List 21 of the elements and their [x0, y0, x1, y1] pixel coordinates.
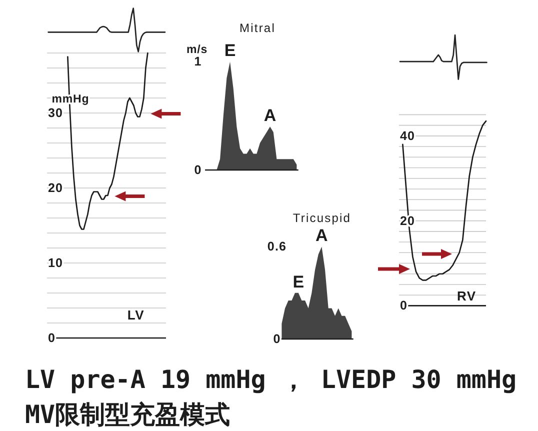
- y-tick-label: 40: [400, 128, 416, 143]
- y-tick-label: 0: [194, 163, 202, 177]
- y-tick-label: 1: [194, 54, 202, 69]
- chart-title: Mitral: [240, 21, 276, 35]
- y-tick-label: 0.6: [267, 240, 287, 254]
- annotation: A: [316, 226, 328, 246]
- y-tick-label: 10: [48, 256, 64, 270]
- text: LV pre-A 19 mmHg ， LVEDP 30 mmHg: [25, 365, 517, 394]
- y-tick-label: 0: [48, 331, 56, 345]
- y-axis-title: m/s: [186, 44, 208, 56]
- annotation: E: [224, 41, 236, 60]
- annotation: E: [292, 272, 304, 292]
- y-tick-label: 0: [400, 298, 408, 313]
- y-tick-label: 30: [48, 106, 64, 120]
- y-tick-label: 20: [48, 181, 64, 195]
- annotation: A: [264, 106, 276, 126]
- y-tick-label: 0: [273, 332, 281, 346]
- chart-title: Tricuspid: [292, 211, 352, 225]
- text: MV限制型充盈模式: [25, 400, 230, 429]
- annotation: RV: [456, 288, 476, 304]
- annotation: LV: [127, 308, 145, 322]
